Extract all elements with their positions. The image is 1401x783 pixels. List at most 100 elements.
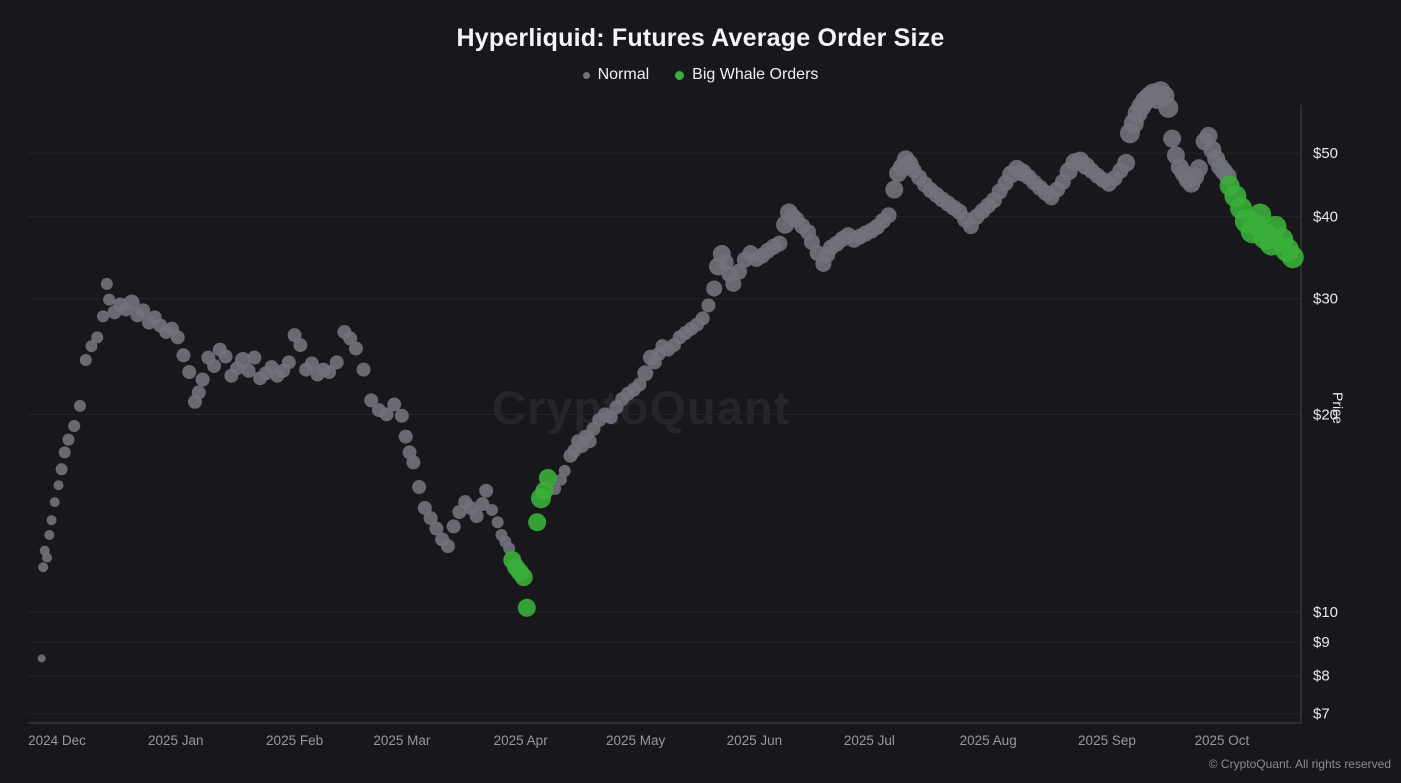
scatter-point-normal[interactable] <box>68 419 81 432</box>
scatter-point-normal[interactable] <box>322 365 337 380</box>
scatter-point-normal[interactable] <box>706 280 723 297</box>
x-tick-label: 2025 Apr <box>494 733 549 748</box>
scatter-point-normal[interactable] <box>38 562 49 573</box>
chart-title: Hyperliquid: Futures Average Order Size <box>456 24 945 52</box>
scatter-point-normal[interactable] <box>182 365 197 380</box>
scatter-point-normal[interactable] <box>406 455 421 470</box>
scatter-point-normal[interactable] <box>123 294 140 311</box>
scatter-point-normal[interactable] <box>582 434 597 449</box>
legend-item-whale[interactable]: Big Whale Orders <box>675 66 818 84</box>
scatter-point-normal[interactable] <box>637 365 654 382</box>
scatter-point-normal[interactable] <box>176 348 191 363</box>
scatter-point-normal[interactable] <box>42 552 53 563</box>
scatter-point-normal[interactable] <box>170 330 185 345</box>
y-tick-label: $7 <box>1313 706 1330 723</box>
scatter-point-normal[interactable] <box>429 521 444 536</box>
scatter-point-normal[interactable] <box>1199 126 1218 145</box>
scatter-point-normal[interactable] <box>195 372 210 387</box>
scatter-point-normal[interactable] <box>412 480 427 495</box>
scatter-point-normal[interactable] <box>348 341 363 356</box>
y-tick-label: $50 <box>1313 145 1338 162</box>
scatter-point-normal[interactable] <box>62 433 75 446</box>
scatter-point-normal[interactable] <box>479 483 494 498</box>
scatter-point-normal[interactable] <box>100 277 113 290</box>
y-tick-label: $10 <box>1313 604 1338 621</box>
scatter-point-whale[interactable] <box>517 598 536 617</box>
scatter-point-normal[interactable] <box>446 519 461 534</box>
scatter-point-normal[interactable] <box>423 511 438 526</box>
legend-item-normal[interactable]: Normal <box>582 66 649 84</box>
scatter-point-normal[interactable] <box>247 350 262 365</box>
scatter-point-normal[interactable] <box>440 539 455 554</box>
scatter-point-normal[interactable] <box>55 463 68 476</box>
scatter-point-normal[interactable] <box>1163 129 1182 148</box>
scatter-point-normal[interactable] <box>475 497 490 512</box>
scatter-point-normal[interactable] <box>485 504 498 517</box>
scatter-point-normal[interactable] <box>44 529 55 540</box>
scatter-point-normal[interactable] <box>96 310 109 323</box>
scatter-point-normal[interactable] <box>356 362 371 377</box>
scatter-point-normal[interactable] <box>725 275 742 292</box>
scatter-point-normal[interactable] <box>1117 153 1136 172</box>
scatter-point-normal[interactable] <box>293 338 308 353</box>
x-tick-label: 2025 Jul <box>844 733 895 748</box>
scatter-point-normal[interactable] <box>218 349 233 364</box>
scatter-point-normal[interactable] <box>91 331 104 344</box>
scatter-point-normal[interactable] <box>49 497 60 508</box>
x-tick-label: 2024 Dec <box>28 733 86 748</box>
x-tick-label: 2025 Aug <box>960 733 1017 748</box>
y-tick-label: $20 <box>1313 406 1338 423</box>
scatter-point-normal[interactable] <box>701 298 716 313</box>
y-tick-label: $8 <box>1313 668 1330 685</box>
scatter-point-normal[interactable] <box>304 356 319 371</box>
x-tick-label: 2025 Mar <box>373 733 431 748</box>
scatter-point-normal[interactable] <box>771 235 788 252</box>
scatter-point-normal[interactable] <box>387 397 402 412</box>
x-tick-label: 2025 May <box>606 733 666 748</box>
scatter-point-whale[interactable] <box>538 468 557 487</box>
scatter-point-normal[interactable] <box>85 340 98 353</box>
scatter-point-normal[interactable] <box>632 377 647 392</box>
y-axis-title: Price <box>1330 392 1346 424</box>
scatter-point-normal[interactable] <box>329 355 344 370</box>
scatter-point-normal[interactable] <box>885 180 904 199</box>
scatter-point-normal[interactable] <box>191 385 206 400</box>
scatter-point-normal[interactable] <box>281 355 296 370</box>
copyright-footer: © CryptoQuant. All rights reserved <box>1208 757 1391 771</box>
scatter-point-normal[interactable] <box>398 429 413 444</box>
scatter-point-whale[interactable] <box>514 568 533 587</box>
x-tick-label: 2025 Feb <box>266 733 323 748</box>
x-tick-label: 2025 Oct <box>1195 733 1250 748</box>
scatter-point-normal[interactable] <box>491 516 504 529</box>
scatter-point-normal[interactable] <box>37 654 46 663</box>
scatter-point-normal[interactable] <box>73 399 86 412</box>
scatter-point-whale[interactable] <box>1281 246 1304 269</box>
scatter-point-normal[interactable] <box>1158 97 1179 118</box>
scatter-point-normal[interactable] <box>234 351 251 368</box>
x-tick-label: 2025 Jan <box>148 733 204 748</box>
scatter-point-normal[interactable] <box>695 311 710 326</box>
scatter-point-normal[interactable] <box>53 480 64 491</box>
scatter-point-normal[interactable] <box>558 464 571 477</box>
scatter-point-whale[interactable] <box>528 513 547 532</box>
scatter-point-normal[interactable] <box>1189 159 1208 178</box>
y-tick-label: $40 <box>1313 209 1338 226</box>
scatter-point-normal[interactable] <box>136 303 151 318</box>
scatter-point-normal[interactable] <box>364 393 379 408</box>
scatter-point-normal[interactable] <box>394 408 409 423</box>
scatter-point-normal[interactable] <box>469 509 484 524</box>
scatter-point-normal[interactable] <box>731 263 748 280</box>
scatter-point-normal[interactable] <box>207 358 222 373</box>
scatter-point-normal[interactable] <box>880 207 897 224</box>
scatter-point-whale[interactable] <box>1249 203 1272 226</box>
scatter-point-normal[interactable] <box>58 446 71 459</box>
scatter-point-normal[interactable] <box>46 515 57 526</box>
scatter-point-normal[interactable] <box>241 363 256 378</box>
scatter-point-normal[interactable] <box>79 353 92 366</box>
scatter-point-normal[interactable] <box>103 293 116 306</box>
legend: Normal Big Whale Orders <box>0 66 1401 84</box>
legend-label-whale: Big Whale Orders <box>692 66 819 83</box>
scatter-point-normal[interactable] <box>379 407 394 422</box>
